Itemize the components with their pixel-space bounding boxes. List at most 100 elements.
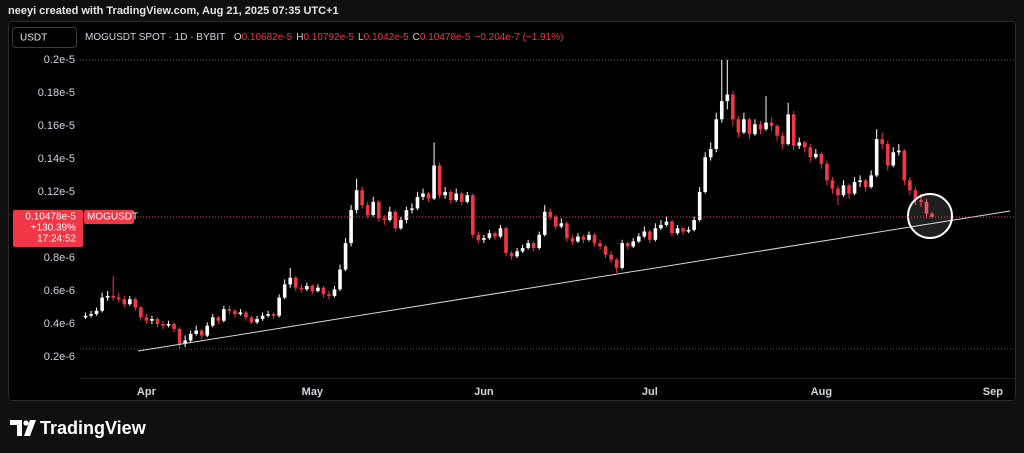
candle-body: [116, 297, 121, 300]
y-tick-label: 0.14e-5: [38, 153, 75, 165]
candle-body: [841, 185, 846, 196]
candle-body: [797, 142, 802, 146]
candle-body: [100, 297, 104, 311]
candle-body: [448, 191, 453, 201]
candle-body: [188, 333, 193, 341]
candle-body: [393, 211, 398, 229]
legend-key: C: [413, 32, 420, 43]
candle-body: [327, 294, 331, 296]
candle-body: [780, 135, 785, 145]
candle-body: [89, 314, 93, 316]
candle-body: [642, 231, 647, 237]
symbol-tag: MOGUSDT: [87, 212, 138, 223]
candle-body: [930, 213, 934, 218]
legend-key: O: [234, 32, 242, 43]
x-tick-label: Aug: [811, 386, 832, 398]
candle-body: [526, 243, 530, 249]
candle-body: [814, 153, 818, 158]
candle-body: [659, 224, 663, 229]
candle-body: [155, 319, 160, 324]
candle-body: [133, 299, 138, 308]
candle-body: [758, 124, 763, 130]
legend-value: 0.10792e-5: [303, 32, 354, 43]
legend-symbol: MOGUSDT SPOT · 1D · BYBIT: [85, 32, 225, 43]
candle-body: [504, 228, 508, 254]
candle-body: [880, 139, 885, 145]
candle-body: [426, 193, 431, 199]
candle-body: [764, 122, 768, 130]
x-tick-label: Jul: [642, 386, 658, 398]
x-tick-label: Jun: [474, 386, 494, 398]
candle-body: [437, 165, 442, 196]
price-tag-countdown: 17:24:52: [37, 234, 76, 245]
candle-body: [725, 94, 730, 102]
currency-box[interactable]: [12, 27, 77, 48]
logo-part: [24, 420, 36, 436]
y-tick-label: 0.16e-5: [38, 120, 75, 132]
candle-body: [222, 309, 226, 321]
candle-body: [620, 243, 624, 268]
candle-body: [542, 211, 547, 235]
chart-panel: [8, 21, 1016, 401]
candle-body: [299, 287, 304, 290]
price-tag: 0.10478e-5+130.39%17:24:52 MOGUSDT: [13, 210, 1015, 248]
candle-body: [520, 248, 525, 252]
brand: TradingView: [40, 418, 147, 438]
candle-body: [808, 147, 813, 158]
candle-body: [216, 317, 221, 321]
candle-body: [913, 190, 918, 201]
price-tag-box: [13, 210, 83, 248]
candle-body: [509, 253, 514, 257]
candle-body: [238, 312, 243, 315]
candle-body: [244, 312, 248, 318]
legend-value: 0.10478e-5: [420, 32, 471, 43]
candle-body: [515, 251, 519, 257]
legend-change: −0.204e-7 (−1.91%): [475, 32, 564, 43]
candle-body: [603, 246, 608, 255]
candle-body: [399, 219, 403, 229]
candle-body: [553, 216, 558, 227]
candle-body: [747, 119, 752, 135]
candle-body: [210, 317, 215, 326]
candle-body: [249, 317, 254, 323]
candle-body: [625, 243, 630, 247]
candle-body: [382, 218, 387, 220]
candle-body: [775, 125, 779, 136]
candle-body: [150, 319, 154, 321]
candle-body: [199, 330, 204, 336]
candle-body: [636, 236, 641, 242]
candle-body: [365, 205, 370, 216]
candle-body: [255, 319, 259, 323]
candle-body: [233, 310, 237, 315]
candle-body: [194, 330, 198, 334]
logo-part: [23, 420, 29, 426]
candle-body: [786, 114, 790, 145]
candle-body: [769, 122, 774, 126]
candle-body: [260, 315, 265, 320]
candle-body: [908, 180, 912, 191]
candle-body: [791, 114, 796, 146]
candle-body: [421, 193, 425, 197]
legend-key: L: [358, 32, 364, 43]
candle-body: [581, 236, 586, 240]
candle-body: [277, 297, 281, 316]
candle-body: [897, 150, 901, 153]
candle-body: [664, 221, 669, 225]
brand-logo: [10, 420, 36, 436]
candle-body: [537, 234, 542, 249]
candle-body: [94, 310, 99, 315]
candle-body: [471, 195, 475, 235]
candle-body: [919, 200, 923, 202]
y-tick-label: 0.8e-6: [44, 252, 75, 264]
candle-body: [559, 223, 564, 227]
candle-body: [410, 208, 414, 211]
legend-key: H: [296, 32, 303, 43]
candle-body: [819, 153, 824, 164]
legend-value: 0.10682e-5: [242, 32, 293, 43]
candle-body: [598, 243, 602, 247]
candle-body: [858, 180, 862, 183]
candle-body: [609, 254, 613, 260]
candle-body: [83, 315, 88, 318]
